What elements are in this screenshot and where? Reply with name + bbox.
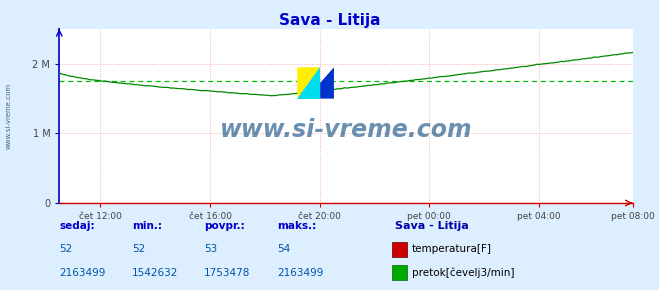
- Text: Sava - Litija: Sava - Litija: [279, 13, 380, 28]
- Text: temperatura[F]: temperatura[F]: [412, 244, 492, 254]
- Text: www.si-vreme.com: www.si-vreme.com: [5, 83, 12, 149]
- Text: 54: 54: [277, 244, 290, 254]
- Text: 2163499: 2163499: [59, 268, 105, 278]
- Text: 2163499: 2163499: [277, 268, 323, 278]
- Text: pretok[čevelj3/min]: pretok[čevelj3/min]: [412, 267, 515, 278]
- Text: www.si-vreme.com: www.si-vreme.com: [219, 118, 473, 142]
- Text: 52: 52: [59, 244, 72, 254]
- Text: 52: 52: [132, 244, 145, 254]
- Text: povpr.:: povpr.:: [204, 221, 245, 231]
- Text: 1753478: 1753478: [204, 268, 250, 278]
- Text: Sava - Litija: Sava - Litija: [395, 221, 469, 231]
- Text: min.:: min.:: [132, 221, 162, 231]
- Polygon shape: [297, 67, 320, 99]
- Text: maks.:: maks.:: [277, 221, 316, 231]
- Text: sedaj:: sedaj:: [59, 221, 95, 231]
- Polygon shape: [297, 67, 320, 99]
- Text: 53: 53: [204, 244, 217, 254]
- Text: 1542632: 1542632: [132, 268, 178, 278]
- Polygon shape: [320, 67, 334, 99]
